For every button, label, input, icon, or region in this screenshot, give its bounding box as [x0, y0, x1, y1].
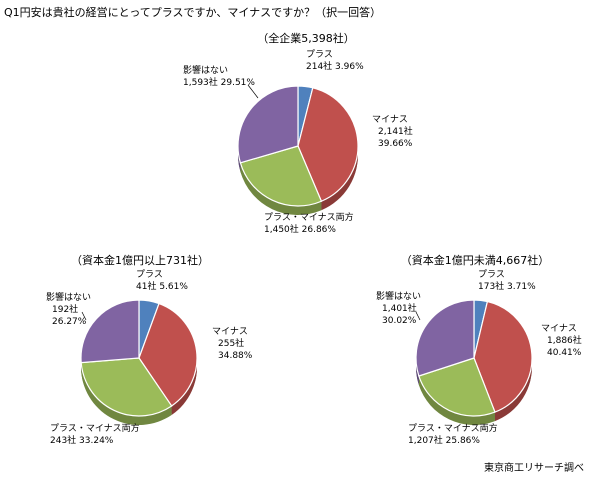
pie-slice-small-none	[415, 299, 475, 377]
slice-label-label-small-minus: マイナス	[541, 323, 577, 334]
slice-label-count-percent-all-both: 1,450社 26.86%	[264, 223, 336, 235]
chart-title-large: （資本金1億円以上731社）	[71, 254, 209, 267]
pie-slice-side-large-both	[81, 362, 172, 425]
pie-slice-large-both	[80, 357, 173, 417]
pie-slice-all-minus	[297, 87, 359, 203]
slice-label-count-small-none: 1,401社	[382, 302, 417, 314]
slice-label-label-large-both: プラス・マイナス両方	[50, 422, 140, 434]
pie-slice-small-minus	[473, 300, 533, 413]
slice-label-count-large-none: 192社	[52, 303, 78, 315]
source-credit: 東京商工リサーチ調べ	[484, 463, 584, 474]
pie-slice-all-none	[237, 85, 299, 164]
slice-label-count-percent-large-both: 243社 33.24%	[50, 434, 114, 446]
slice-label-label-large-none: 影響はない	[46, 291, 91, 303]
leader-line-large-none	[81, 311, 87, 321]
pie-slice-all-both	[239, 145, 323, 207]
slice-label-percent-all-minus: 39.66%	[378, 139, 413, 149]
slice-label-label-all-none: 影響はない	[183, 64, 228, 76]
pie-slice-side-all-both	[240, 162, 322, 215]
pie-slice-large-none	[80, 299, 140, 364]
slice-label-count-all-minus: 2,141社	[378, 125, 413, 137]
slice-label-label-large-plus: プラス	[136, 269, 163, 280]
slice-label-count-percent-all-plus: 214社 3.96%	[306, 60, 364, 72]
slice-label-count-small-minus: 1,886社	[547, 334, 582, 346]
chart-title-small: （資本金1億円未満4,667社）	[400, 254, 550, 267]
slice-label-label-small-plus: プラス	[478, 269, 505, 280]
slice-label-count-percent-large-plus: 41社 5.61%	[136, 280, 188, 292]
slice-label-percent-small-none: 30.02%	[382, 316, 417, 326]
slice-label-label-all-plus: プラス	[306, 49, 333, 60]
question-title: Q1円安は貴社の経営にとってプラスですか、マイナスですか？（択一回答）	[4, 6, 382, 19]
slice-label-label-all-both: プラス・マイナス両方	[264, 211, 354, 223]
slice-label-label-large-minus: マイナス	[212, 326, 248, 337]
slice-label-count-percent-small-plus: 173社 3.71%	[478, 280, 536, 292]
slice-label-count-large-minus: 255社	[218, 337, 244, 349]
slice-label-label-small-none: 影響はない	[376, 290, 421, 302]
leader-line-all-none	[247, 84, 259, 99]
slice-label-count-percent-all-none: 1,593社 29.51%	[183, 76, 255, 88]
chart-title-all: （全企業5,398社）	[257, 32, 355, 45]
slice-label-percent-small-minus: 40.41%	[547, 348, 582, 358]
slice-label-percent-large-minus: 34.88%	[218, 351, 253, 361]
slice-label-count-percent-small-both: 1,207社 25.86%	[408, 434, 480, 446]
pie-slice-large-minus	[138, 302, 198, 407]
slice-label-label-small-both: プラス・マイナス両方	[408, 422, 498, 434]
pie-slice-small-both	[418, 357, 496, 417]
slice-label-percent-large-none: 26.27%	[52, 317, 87, 327]
slice-label-label-all-minus: マイナス	[372, 114, 408, 125]
leader-line-small-none	[415, 311, 421, 321]
